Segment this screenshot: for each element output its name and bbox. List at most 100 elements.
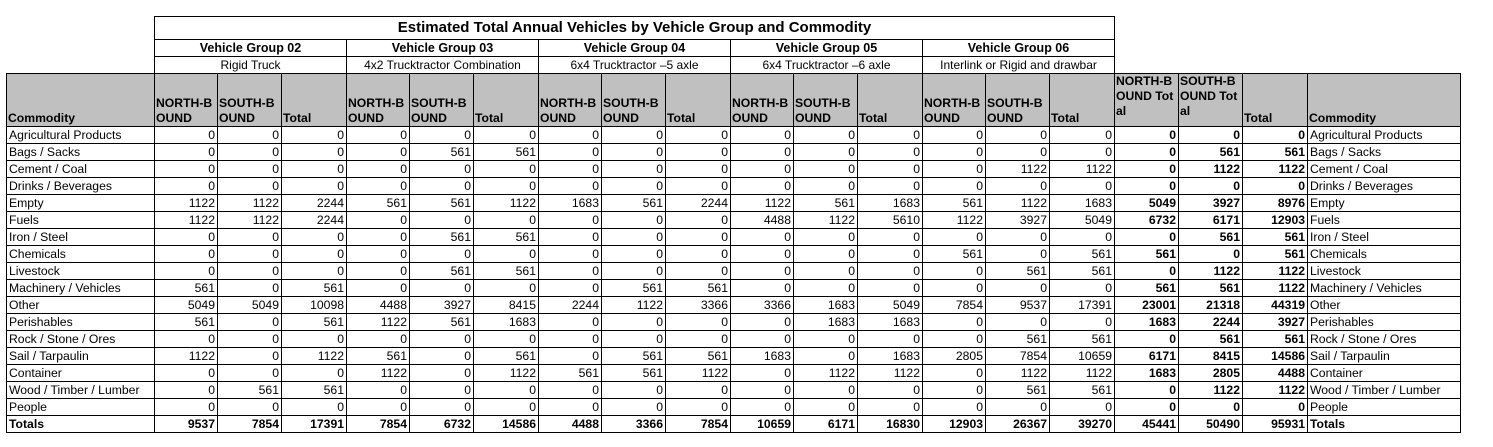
value-cell: 1122 xyxy=(1178,160,1243,178)
table-row: Machinery / Vehicles 561 0 561 0 0 0 0 561 561 0 0 0… xyxy=(6,279,1461,297)
value-cell: 561 xyxy=(985,262,1050,280)
value-cell: 0 xyxy=(793,245,858,263)
value-cell: 4488 xyxy=(538,415,602,433)
value-cell: 0 xyxy=(601,381,666,399)
value-cell: 0 xyxy=(538,177,602,195)
value-cell: 0 xyxy=(217,313,282,331)
value-cell: 5049 xyxy=(1114,194,1179,212)
value-cell: 0 xyxy=(922,228,986,246)
value-cell: 0 xyxy=(857,177,923,195)
value-cell: 0 xyxy=(985,177,1050,195)
value-cell: 0 xyxy=(1178,398,1243,416)
value-cell: 1122 xyxy=(985,160,1050,178)
value-cell: 0 xyxy=(665,330,731,348)
value-cell: 0 xyxy=(730,177,794,195)
value-cell: 5049 xyxy=(1049,211,1115,229)
value-cell: 4488 xyxy=(346,296,410,314)
value-cell: 1122 xyxy=(922,211,986,229)
value-cell: 561 xyxy=(985,381,1050,399)
value-cell: 0 xyxy=(281,262,347,280)
value-cell: 7854 xyxy=(985,347,1050,365)
value-cell: 6171 xyxy=(1178,211,1243,229)
value-cell: 0 xyxy=(217,126,282,144)
value-cell: 5610 xyxy=(857,211,923,229)
value-cell: 561 xyxy=(1178,330,1243,348)
value-cell: 0 xyxy=(281,245,347,263)
value-cell: 561 xyxy=(473,347,539,365)
value-cell: 561 xyxy=(281,381,347,399)
value-cell: 0 xyxy=(730,262,794,280)
value-cell: 0 xyxy=(665,381,731,399)
value-cell: 0 xyxy=(857,126,923,144)
value-cell: 0 xyxy=(985,313,1050,331)
value-cell: 1683 xyxy=(857,194,923,212)
value-cell: 0 xyxy=(665,177,731,195)
value-cell: 561 xyxy=(346,194,410,212)
value-cell: 0 xyxy=(601,330,666,348)
value-cell: 1683 xyxy=(730,347,794,365)
value-cell: 0 xyxy=(346,398,410,416)
value-cell: 0 xyxy=(154,364,218,382)
table-row: Bags / Sacks 0 0 0 0 561 561 0 0 0 0 0 0 0 0 0 0 561 561 Ba… xyxy=(6,143,1461,161)
value-cell: 0 xyxy=(281,177,347,195)
value-cell: 0 xyxy=(730,381,794,399)
value-cell: 0 xyxy=(985,245,1050,263)
value-cell: 4488 xyxy=(1242,364,1308,382)
commodity-label-right: Empty xyxy=(1307,194,1461,212)
value-cell: 10659 xyxy=(730,415,794,433)
value-cell: 0 xyxy=(154,245,218,263)
value-cell: 0 xyxy=(1049,228,1115,246)
total-header: Total xyxy=(281,73,347,127)
value-cell: 0 xyxy=(730,279,794,297)
value-cell: 0 xyxy=(793,279,858,297)
value-cell: 0 xyxy=(601,143,666,161)
value-cell: 0 xyxy=(601,160,666,178)
value-cell: 3927 xyxy=(1178,194,1243,212)
commodity-label: Drinks / Beverages xyxy=(6,177,155,195)
value-cell: 561 xyxy=(601,194,666,212)
value-cell: 0 xyxy=(473,177,539,195)
value-cell: 561 xyxy=(1049,262,1115,280)
value-cell: 0 xyxy=(154,330,218,348)
value-cell: 0 xyxy=(346,160,410,178)
value-cell: 0 xyxy=(346,126,410,144)
value-cell: 1122 xyxy=(154,347,218,365)
value-cell: 0 xyxy=(538,279,602,297)
value-cell: 0 xyxy=(601,211,666,229)
value-cell: 0 xyxy=(409,211,474,229)
total-header: Total xyxy=(473,73,539,127)
value-cell: 0 xyxy=(538,211,602,229)
value-cell: 561 xyxy=(538,364,602,382)
value-cell: 45441 xyxy=(1114,415,1179,433)
value-cell: 0 xyxy=(154,177,218,195)
commodity-header: Commodity xyxy=(6,73,155,127)
value-cell: 0 xyxy=(409,364,474,382)
commodity-label-right: Agricultural Products xyxy=(1307,126,1461,144)
value-cell: 2805 xyxy=(1178,364,1243,382)
vehicle-group-name: Vehicle Group 03 xyxy=(346,39,539,57)
commodity-label: Container xyxy=(6,364,155,382)
value-cell: 0 xyxy=(346,381,410,399)
value-cell: 0 xyxy=(985,143,1050,161)
value-cell: 14586 xyxy=(473,415,539,433)
value-cell: 0 xyxy=(1049,313,1115,331)
value-cell: 0 xyxy=(985,398,1050,416)
commodity-label: Totals xyxy=(6,415,155,433)
vehicle-group-type: 6x4 Trucktractor –6 axle xyxy=(730,56,923,74)
value-cell: 0 xyxy=(730,364,794,382)
commodity-label: Fuels xyxy=(6,211,155,229)
commodity-label-right: Bags / Sacks xyxy=(1307,143,1461,161)
value-cell: 0 xyxy=(793,347,858,365)
value-cell: 561 xyxy=(601,347,666,365)
value-cell: 12903 xyxy=(1242,211,1308,229)
value-cell: 0 xyxy=(922,126,986,144)
value-cell: 561 xyxy=(217,381,282,399)
table-row: Cement / Coal 0 0 0 0 0 0 0 0 0 0 0 0 0 1122 1122 0 1122 1… xyxy=(6,160,1461,178)
right-blank xyxy=(1115,40,1461,57)
value-cell: 561 xyxy=(409,313,474,331)
vehicle-group-type: 4x2 Trucktractor Combination xyxy=(346,56,539,74)
value-cell: 1122 xyxy=(1242,262,1308,280)
value-cell: 0 xyxy=(1049,126,1115,144)
value-cell: 1683 xyxy=(1049,194,1115,212)
value-cell: 21318 xyxy=(1178,296,1243,314)
